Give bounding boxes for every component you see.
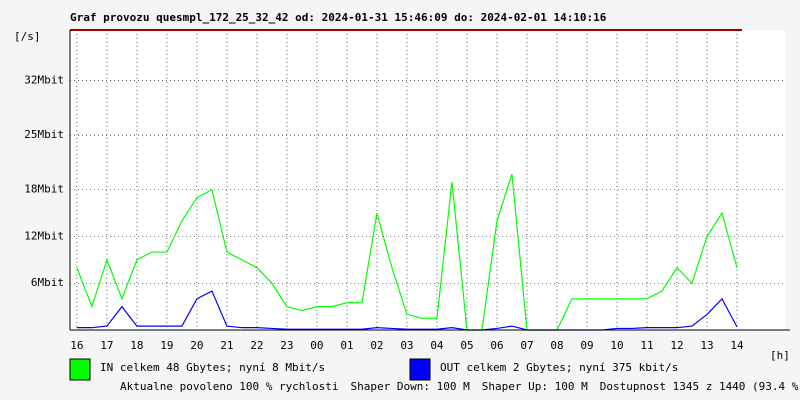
x-tick-label: 12 bbox=[670, 339, 683, 352]
x-tick-label: 18 bbox=[130, 339, 143, 352]
x-tick-label: 01 bbox=[340, 339, 353, 352]
y-tick-label: 32Mbit bbox=[24, 74, 64, 87]
x-tick-label: 09 bbox=[580, 339, 593, 352]
legend-label: OUT celkem 2 Gbytes; nyní 375 kbit/s bbox=[440, 361, 678, 374]
footer-text: Shaper Up: 100 M bbox=[482, 380, 588, 393]
x-tick-label: 20 bbox=[190, 339, 203, 352]
x-tick-label: 07 bbox=[520, 339, 533, 352]
x-tick-label: 14 bbox=[730, 339, 744, 352]
footer-text: Dostupnost 1345 z 1440 (93.4 %) bbox=[600, 380, 800, 393]
x-tick-label: 17 bbox=[100, 339, 113, 352]
legend: IN celkem 48 Gbytes; nyní 8 Mbit/s OUT ce… bbox=[69, 358, 678, 381]
x-tick-label: 11 bbox=[640, 339, 653, 352]
x-tick-label: 08 bbox=[550, 339, 563, 352]
x-tick-label: 04 bbox=[430, 339, 444, 352]
x-tick-label: 21 bbox=[220, 339, 233, 352]
series-line bbox=[76, 290, 738, 331]
x-tick-label: 22 bbox=[250, 339, 263, 352]
footer-text: Aktualne povoleno 100 % rychlosti bbox=[120, 380, 339, 393]
legend-label: IN celkem 48 Gbytes; nyní 8 Mbit/s bbox=[100, 361, 325, 374]
chart-title: Graf provozu quesmpl_172_25_32_42 od: 20… bbox=[70, 11, 607, 24]
y-tick-label: 6Mbit bbox=[31, 276, 64, 289]
plot-area bbox=[70, 30, 785, 330]
y-tick-label: 12Mbit bbox=[24, 229, 64, 242]
y-axis-label: [/s] bbox=[14, 30, 41, 43]
footer: Aktualne povoleno 100 % rychlosti Shaper … bbox=[120, 380, 800, 393]
x-tick-label: 10 bbox=[610, 339, 623, 352]
footer-text: Shaper Down: 100 M bbox=[351, 380, 471, 393]
x-tick-label: 23 bbox=[280, 339, 293, 352]
x-tick-label: 03 bbox=[400, 339, 413, 352]
x-tick-label: 00 bbox=[310, 339, 323, 352]
legend-swatch bbox=[409, 358, 431, 381]
x-tick-label: 13 bbox=[700, 339, 713, 352]
x-tick-label: 16 bbox=[70, 339, 83, 352]
x-axis-label: [h] bbox=[770, 349, 790, 362]
x-tick-label: 19 bbox=[160, 339, 173, 352]
y-tick-label: 25Mbit bbox=[24, 128, 64, 141]
x-tick-label: 02 bbox=[370, 339, 383, 352]
legend-swatch bbox=[69, 358, 91, 381]
y-tick-label: 18Mbit bbox=[24, 183, 64, 196]
lines bbox=[76, 173, 738, 331]
series-line bbox=[76, 173, 738, 331]
x-tick-label: 05 bbox=[460, 339, 473, 352]
x-tick-label: 06 bbox=[490, 339, 503, 352]
